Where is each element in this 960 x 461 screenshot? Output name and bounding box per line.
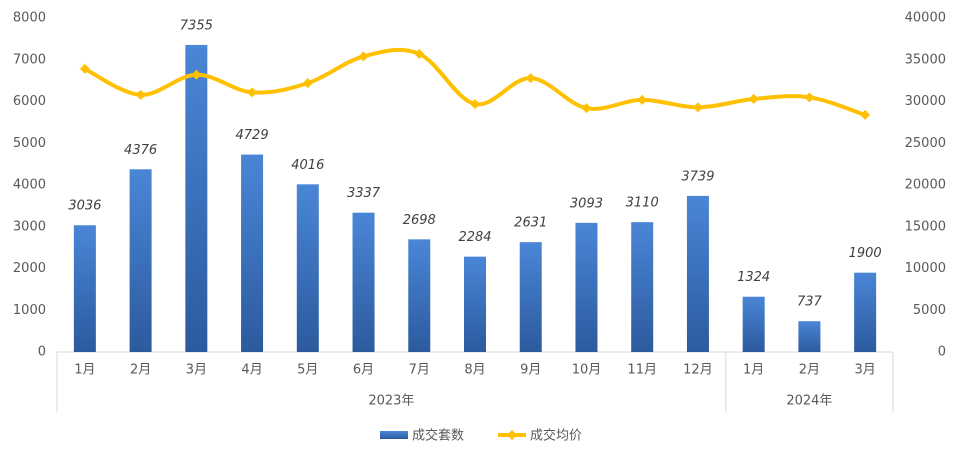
y2-tick-label: 5000 bbox=[913, 303, 946, 318]
value-label: 3337 bbox=[347, 186, 381, 201]
bar bbox=[296, 184, 319, 352]
y2-tick-label: 0 bbox=[938, 345, 946, 360]
bar bbox=[408, 239, 431, 352]
y-tick-label: 5000 bbox=[13, 136, 46, 151]
value-label: 2631 bbox=[514, 216, 547, 231]
x-tick-label: 4月 bbox=[241, 363, 262, 378]
x-tick-label: 11月 bbox=[627, 363, 657, 378]
legend-label: 成交套数 bbox=[412, 428, 464, 444]
value-label: 2284 bbox=[458, 230, 491, 245]
line-marker bbox=[692, 102, 703, 113]
y-tick-label: 3000 bbox=[13, 219, 46, 234]
bar bbox=[854, 272, 877, 352]
value-label: 1900 bbox=[849, 246, 882, 261]
bar bbox=[185, 44, 208, 353]
bar bbox=[352, 212, 375, 352]
value-label: 1324 bbox=[737, 270, 770, 285]
line-marker bbox=[860, 109, 871, 120]
value-label: 3093 bbox=[570, 196, 603, 211]
line-marker bbox=[804, 92, 815, 103]
x-tick-label: 3月 bbox=[186, 363, 207, 378]
value-label: 4376 bbox=[124, 143, 157, 158]
value-label: 2698 bbox=[403, 213, 436, 228]
y2-tick-label: 15000 bbox=[905, 219, 946, 234]
bar bbox=[742, 296, 765, 352]
line-marker bbox=[135, 89, 146, 100]
x-tick-label: 7月 bbox=[409, 363, 430, 378]
y2-tick-label: 40000 bbox=[905, 11, 946, 26]
x-tick-label: 1月 bbox=[74, 363, 95, 378]
bar bbox=[129, 169, 152, 352]
value-label: 4729 bbox=[236, 128, 269, 143]
x-tick-label: 12月 bbox=[683, 363, 713, 378]
x-tick-label: 1月 bbox=[743, 363, 764, 378]
line-marker bbox=[525, 73, 536, 84]
line-marker bbox=[637, 94, 648, 105]
legend-label: 成交均价 bbox=[530, 428, 582, 444]
y2-tick-label: 20000 bbox=[905, 178, 946, 193]
line-marker bbox=[79, 63, 90, 74]
y-tick-label: 2000 bbox=[13, 261, 46, 276]
y-tick-label: 8000 bbox=[13, 11, 46, 26]
y-tick-label: 6000 bbox=[13, 94, 46, 109]
group-label: 2023年 bbox=[368, 394, 414, 409]
line-marker bbox=[358, 51, 369, 62]
legend-swatch bbox=[380, 431, 408, 439]
line-marker bbox=[748, 93, 759, 104]
bar bbox=[575, 222, 598, 352]
y-tick-label: 1000 bbox=[13, 303, 46, 318]
group-label: 2024年 bbox=[786, 394, 832, 409]
bar bbox=[241, 154, 264, 352]
line-marker bbox=[191, 69, 202, 80]
value-label: 3036 bbox=[68, 199, 101, 214]
x-tick-label: 6月 bbox=[353, 363, 374, 378]
x-tick-label: 10月 bbox=[572, 363, 602, 378]
y-tick-label: 4000 bbox=[13, 178, 46, 193]
y2-tick-label: 25000 bbox=[905, 136, 946, 151]
bar bbox=[631, 222, 654, 352]
bar bbox=[686, 195, 709, 352]
value-label: 3739 bbox=[681, 169, 714, 184]
x-tick-label: 8月 bbox=[464, 363, 485, 378]
bar bbox=[798, 321, 821, 352]
value-label: 3110 bbox=[626, 196, 659, 211]
y2-tick-label: 35000 bbox=[905, 52, 946, 67]
x-tick-label: 2月 bbox=[130, 363, 151, 378]
line-marker bbox=[581, 103, 592, 114]
y-tick-label: 7000 bbox=[13, 52, 46, 67]
value-label: 737 bbox=[797, 295, 823, 310]
x-tick-label: 9月 bbox=[520, 363, 541, 378]
y2-tick-label: 10000 bbox=[905, 261, 946, 276]
value-label: 7355 bbox=[180, 18, 213, 33]
bar bbox=[464, 256, 486, 352]
x-tick-label: 3月 bbox=[854, 363, 875, 378]
value-label: 4016 bbox=[291, 158, 324, 173]
line-marker bbox=[414, 48, 425, 59]
legend-swatch bbox=[507, 430, 517, 440]
x-tick-label: 2月 bbox=[799, 363, 820, 378]
bar bbox=[519, 242, 542, 352]
bar bbox=[73, 225, 96, 352]
line-marker bbox=[247, 87, 258, 98]
line-marker bbox=[302, 78, 313, 89]
line-marker bbox=[470, 99, 480, 110]
y-tick-label: 0 bbox=[38, 345, 46, 360]
x-tick-label: 5月 bbox=[297, 363, 318, 378]
y2-tick-label: 30000 bbox=[905, 94, 946, 109]
